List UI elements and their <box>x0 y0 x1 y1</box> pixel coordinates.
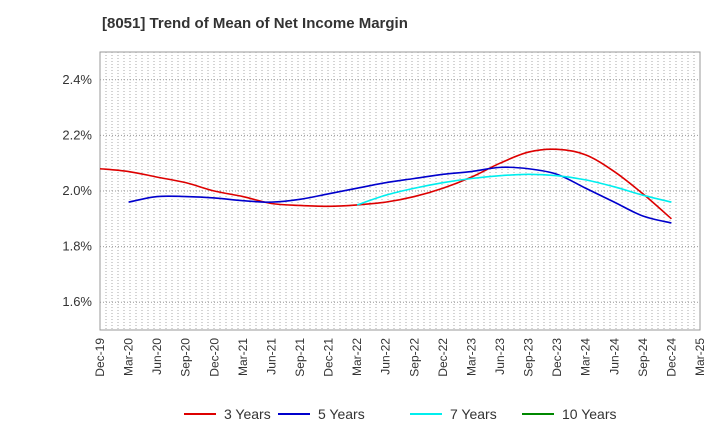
x-tick-label: Dec-19 <box>93 338 107 377</box>
x-tick-label: Sep-21 <box>293 338 307 377</box>
x-tick-label: Dec-20 <box>207 338 221 377</box>
legend-label-3-years: 3 Years <box>224 406 271 422</box>
chart-title: [8051] Trend of Mean of Net Income Margi… <box>102 15 408 32</box>
x-tick-label: Mar-22 <box>350 338 364 376</box>
x-tick-label: Mar-24 <box>579 338 593 376</box>
series-line-5-years <box>128 166 672 224</box>
x-tick-label: Sep-23 <box>522 338 536 377</box>
x-tick-label: Jun-20 <box>150 338 164 375</box>
series-line-7-years <box>356 173 672 206</box>
y-tick-label: 2.2% <box>62 127 92 142</box>
x-tick-label: Sep-24 <box>636 338 650 377</box>
x-tick-label: Sep-22 <box>407 338 421 377</box>
y-tick-label: 1.6% <box>62 294 92 309</box>
x-tick-label: Dec-23 <box>550 338 564 377</box>
legend-label-7-years: 7 Years <box>450 406 497 422</box>
x-tick-label: Sep-20 <box>179 338 193 377</box>
legend-label-5-years: 5 Years <box>318 406 365 422</box>
y-tick-label: 2.0% <box>62 183 92 198</box>
x-tick-label: Dec-24 <box>664 338 678 377</box>
x-tick-label: Mar-21 <box>236 338 250 376</box>
x-tick-label: Jun-23 <box>493 338 507 375</box>
y-tick-label: 1.8% <box>62 239 92 254</box>
x-tick-label: Mar-20 <box>122 338 136 376</box>
x-tick-label: Dec-22 <box>436 338 450 377</box>
x-tick-label: Mar-25 <box>693 338 707 376</box>
x-tick-label: Mar-23 <box>464 338 478 376</box>
series-line-3-years <box>99 148 672 220</box>
x-tick-label: Jun-21 <box>264 338 278 375</box>
y-tick-label: 2.4% <box>62 72 92 87</box>
legend-label-10-years: 10 Years <box>562 406 617 422</box>
x-tick-label: Jun-22 <box>379 338 393 375</box>
x-tick-label: Dec-21 <box>322 338 336 377</box>
x-tick-label: Jun-24 <box>607 338 621 375</box>
